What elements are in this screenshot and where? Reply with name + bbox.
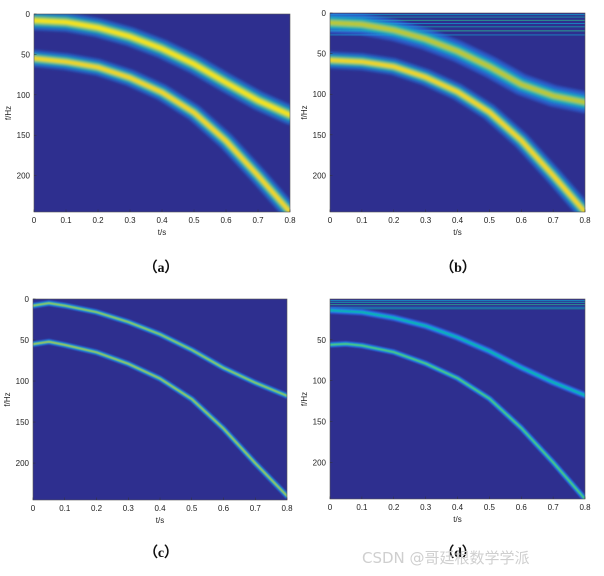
x-axis-label: t/s	[156, 516, 164, 525]
ridge-0	[33, 300, 287, 399]
x-axis-label: t/s	[453, 228, 461, 237]
x-tick-label: 0.7	[252, 216, 264, 225]
y-tick-label: 50	[20, 336, 29, 345]
panel-caption: （b）	[440, 260, 476, 276]
x-tick-label: 0.8	[579, 503, 591, 512]
x-tick-label: 0.6	[218, 504, 230, 513]
x-axis-label: t/s	[453, 515, 461, 524]
plot-area	[33, 300, 287, 499]
ridge-0	[330, 13, 585, 114]
panel-1: 0 0.1 0.2 0.3 0.4 0.5 0.6 0.7 0.8 0 50 100 150 200 t/s…	[300, 9, 591, 276]
x-tick-label: 0.4	[154, 504, 166, 513]
x-tick-label: 0.8	[281, 504, 293, 513]
panel-caption: （d）	[440, 545, 476, 561]
x-tick-label: 0.1	[59, 504, 71, 513]
x-tick-label: 0.6	[516, 503, 528, 512]
x-tick-label: 0.7	[548, 503, 560, 512]
panel-caption: （c）	[144, 545, 178, 561]
panel-2: 0 0.1 0.2 0.3 0.4 0.5 0.6 0.7 0.8 0 50 100 150 200 t/s…	[3, 295, 293, 561]
y-tick-label: 150	[313, 131, 327, 140]
ridge-1	[33, 338, 287, 499]
plot-area	[330, 13, 585, 212]
panel-0: 0 0.1 0.2 0.3 0.4 0.5 0.6 0.7 0.8 0 50 100 150 200 t/s…	[4, 10, 296, 276]
x-tick-label: 0.5	[186, 504, 198, 513]
x-tick-label: 0.1	[356, 216, 368, 225]
y-tick-label: 50	[317, 50, 326, 59]
x-tick-label: 0	[31, 504, 36, 513]
y-tick-label: 100	[313, 377, 327, 386]
x-tick-label: 0.1	[60, 216, 72, 225]
x-tick-label: 0.8	[579, 216, 591, 225]
x-tick-label: 0.2	[388, 216, 400, 225]
plot-background	[33, 299, 287, 500]
x-tick-label: 0.6	[220, 216, 232, 225]
y-tick-label: 100	[313, 90, 327, 99]
y-axis-label: f/Hz	[300, 105, 309, 119]
x-tick-label: 0	[328, 216, 333, 225]
y-tick-label: 50	[21, 50, 30, 59]
x-axis-label: t/s	[158, 228, 166, 237]
y-axis-label: f/Hz	[3, 392, 12, 406]
ridge-0	[330, 306, 585, 399]
y-tick-label: 0	[25, 295, 30, 304]
x-tick-label: 0.4	[452, 216, 464, 225]
y-tick-label: 0	[322, 9, 327, 18]
panel-caption: （a）	[144, 260, 179, 276]
y-axis-label: f/Hz	[300, 392, 309, 406]
x-tick-label: 0.2	[92, 216, 104, 225]
y-tick-label: 0	[26, 10, 31, 19]
x-tick-label: 0.3	[123, 504, 135, 513]
y-tick-label: 200	[313, 171, 327, 180]
watermark-text: CSDN @哥廷根数学学派	[362, 549, 530, 567]
y-tick-label: 150	[16, 418, 30, 427]
y-tick-label: 100	[16, 377, 30, 386]
x-tick-label: 0.5	[484, 503, 496, 512]
x-tick-label: 0.6	[516, 216, 528, 225]
ridge-0	[34, 14, 290, 125]
x-tick-label: 0.2	[388, 503, 400, 512]
ridge-1	[330, 51, 585, 212]
y-tick-label: 150	[313, 417, 327, 426]
y-tick-label: 200	[313, 458, 327, 467]
plot-area	[330, 300, 585, 499]
x-tick-label: 0.4	[452, 503, 464, 512]
x-tick-label: 0.4	[156, 216, 168, 225]
plot-area	[34, 14, 290, 212]
plot-background	[330, 299, 585, 499]
x-tick-label: 0.2	[91, 504, 103, 513]
x-tick-label: 0.7	[250, 504, 262, 513]
y-tick-label: 200	[16, 459, 30, 468]
y-tick-label: 150	[17, 131, 31, 140]
x-tick-label: 0.3	[124, 216, 136, 225]
y-axis-label: f/Hz	[4, 106, 13, 120]
x-tick-label: 0	[32, 216, 37, 225]
ridge-1	[330, 340, 585, 499]
x-tick-label: 0.5	[188, 216, 200, 225]
x-tick-label: 0.1	[356, 503, 368, 512]
x-tick-label: 0	[328, 503, 333, 512]
y-tick-label: 50	[317, 336, 326, 345]
y-tick-label: 100	[17, 91, 31, 100]
x-tick-label: 0.8	[284, 216, 296, 225]
panel-3: 0 0.1 0.2 0.3 0.4 0.5 0.6 0.7 0.8 50 100 150 200 t/s f…	[300, 298, 591, 561]
y-tick-label: 200	[17, 172, 31, 181]
x-tick-label: 0.7	[548, 216, 560, 225]
x-tick-label: 0.3	[420, 503, 432, 512]
x-tick-label: 0.5	[484, 216, 496, 225]
ridge-1	[34, 50, 290, 212]
x-tick-label: 0.3	[420, 216, 432, 225]
